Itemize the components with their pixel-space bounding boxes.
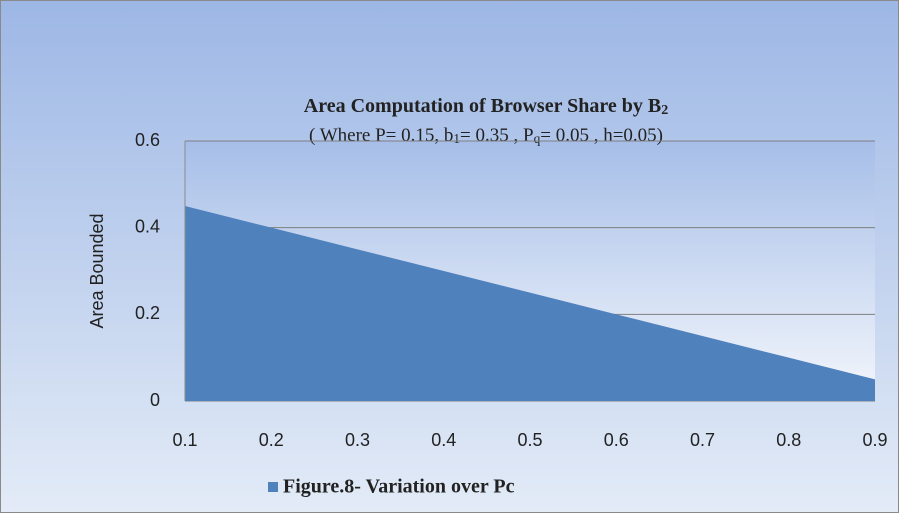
y-tick-label: 0 [150,390,160,410]
title-part: = 0.05 , h=0.05) [540,125,663,146]
x-tick-label: 0.4 [431,430,456,450]
title-part: = 0.35 , P [460,125,534,146]
chart-subtitle: ( Where P= 0.15, b1= 0.35 , Pq= 0.05 , h… [309,125,663,146]
title-part: Area Computation of Browser Share by B [304,95,661,117]
legend-label: Figure.8- Variation over Pc [283,476,515,498]
y-tick-label: 0.6 [135,130,160,150]
y-axis-label: Area Bounded [87,213,107,328]
x-tick-label: 0.6 [604,430,629,450]
area [185,206,875,401]
y-tick-label: 0.4 [135,216,160,236]
x-tick-label: 0.9 [862,430,887,450]
x-tick-label: 0.8 [776,430,801,450]
subscript: 1 [453,131,460,146]
x-tick-label: 0.2 [259,430,284,450]
subscript: 2 [661,103,668,118]
x-tick-label: 0.1 [172,430,197,450]
title-part: ( Where P= 0.15, b [309,125,453,146]
chart-title: Area Computation of Browser Share by B2 [304,95,668,118]
legend-swatch [268,482,278,492]
y-tick-label: 0.2 [135,303,160,323]
x-tick-label: 0.7 [690,430,715,450]
x-tick-label: 0.3 [345,430,370,450]
x-tick-label: 0.5 [517,430,542,450]
subscript: q [534,131,541,146]
